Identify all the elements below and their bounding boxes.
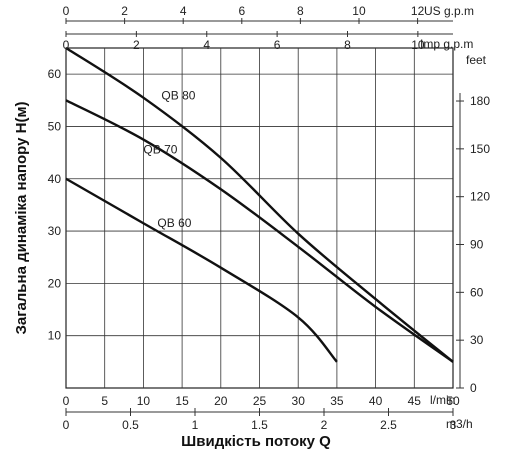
- series-label: QB 80: [161, 89, 195, 103]
- x-tick-label: 40: [369, 394, 383, 408]
- x-tick-label: 0: [63, 394, 70, 408]
- y-tick-label: 60: [48, 67, 62, 81]
- series-label: QB 70: [143, 143, 177, 157]
- y-axis-title: Загальна динаміка напору H(м): [13, 101, 30, 334]
- series-line-qb-60: [65, 177, 338, 363]
- feet-tick-label: 90: [470, 238, 484, 252]
- imp-gpm-tick-label: 4: [203, 38, 210, 52]
- y-tick-label: 50: [48, 119, 62, 133]
- imp-gpm-tick-label: 10: [411, 38, 425, 52]
- x-tick-label: 50: [446, 394, 460, 408]
- imp-gpm-unit-label: Imp g.p.m: [420, 37, 473, 51]
- imp-gpm-tick-label: 8: [344, 38, 351, 52]
- feet-tick-label: 0: [470, 381, 477, 395]
- us-gpm-unit-label: US g.p.m: [424, 4, 474, 18]
- us-gpm-tick-label: 8: [297, 4, 304, 18]
- feet-tick-label: 120: [470, 190, 490, 204]
- m3h-tick-label: 0: [63, 418, 70, 432]
- imp-gpm-tick-label: 2: [133, 38, 140, 52]
- us-gpm-tick-label: 2: [121, 4, 128, 18]
- y-tick-label: 10: [48, 329, 62, 343]
- feet-tick-label: 60: [470, 285, 484, 299]
- m3h-tick-label: 1: [192, 418, 199, 432]
- series-labels: QB 80 QB 70 QB 60: [143, 89, 195, 231]
- x-tick-label: 45: [408, 394, 422, 408]
- x-axis-title: Швидкість потоку Q: [181, 433, 331, 450]
- y-tick-label: 30: [48, 224, 62, 238]
- m3h-tick-label: 0.5: [122, 418, 139, 432]
- us-gpm-tick-label: 10: [352, 4, 366, 18]
- x-unit-label: l/min: [430, 393, 455, 407]
- series-line-qb-80: [65, 46, 454, 363]
- us-gpm-tick-label: 12: [411, 4, 425, 18]
- x-tick-label: 30: [292, 394, 306, 408]
- series-line-qb-70: [65, 99, 454, 363]
- m3h-tick-label: 1.5: [251, 418, 268, 432]
- us-gpm-tick-label: 4: [180, 4, 187, 18]
- m3h-tick-label: 2.5: [380, 418, 397, 432]
- x-tick-label: 20: [214, 394, 228, 408]
- series-label: QB 60: [157, 216, 191, 230]
- x-tick-label: 15: [175, 394, 189, 408]
- imp-gpm-tick-label: 6: [274, 38, 281, 52]
- series-lines: [65, 46, 454, 363]
- feet-tick-label: 180: [470, 94, 490, 108]
- feet-tick-label: 150: [470, 142, 490, 156]
- x-tick-label: 35: [330, 394, 344, 408]
- feet-tick-label: 30: [470, 333, 484, 347]
- x-tick-label: 5: [101, 394, 108, 408]
- m3h-tick-label: 2: [321, 418, 328, 432]
- x-tick-label: 25: [253, 394, 267, 408]
- m3h-tick-label: 3: [450, 418, 457, 432]
- us-gpm-tick-label: 0: [63, 4, 70, 18]
- m3h-unit-label: m3/h: [446, 417, 473, 431]
- y-tick-label: 20: [48, 276, 62, 290]
- us-gpm-tick-label: 6: [238, 4, 245, 18]
- feet-unit-label: feet: [466, 53, 487, 67]
- imp-gpm-tick-label: 0: [63, 38, 70, 52]
- x-tick-label: 10: [137, 394, 151, 408]
- grid: [65, 18, 464, 416]
- y-tick-label: 40: [48, 172, 62, 186]
